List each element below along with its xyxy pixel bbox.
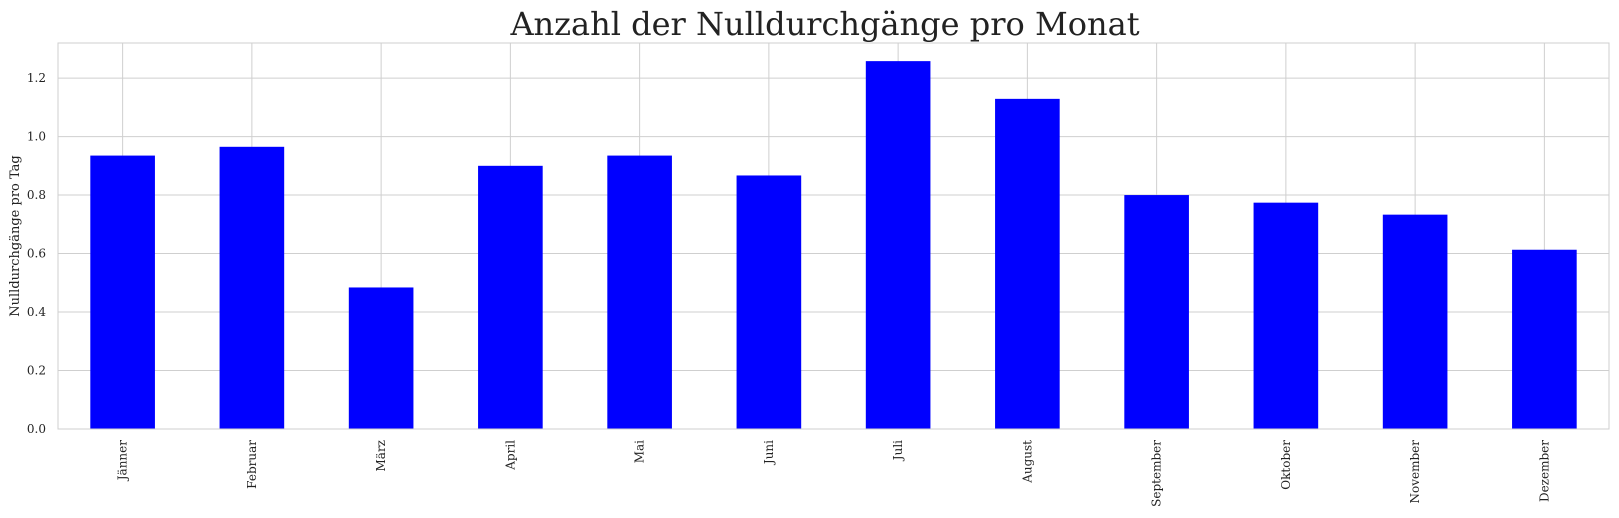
y-tick-label: 0.8 (27, 188, 46, 202)
x-tick-label: Juli (891, 440, 905, 462)
x-tick-label: Jänner (116, 440, 130, 483)
grid-layer (58, 43, 1609, 430)
y-tick-label: 0.4 (27, 305, 46, 319)
bar-7 (995, 98, 1060, 429)
bar-4 (607, 155, 672, 430)
bar-6 (865, 61, 931, 429)
y-tick-label: 1.2 (27, 71, 46, 85)
bar-1 (219, 146, 285, 429)
x-tick-layer: Jänner Februar März April Mai Juni Juli August S… (116, 440, 1552, 507)
chart-title: Anzahl der Nulldurchgänge pro Monat (509, 5, 1139, 43)
x-tick-label: März (374, 440, 388, 472)
bar-layer (90, 61, 1577, 430)
bar-8 (1124, 195, 1189, 429)
y-tick-label: 1.0 (27, 130, 46, 144)
bar-3 (478, 165, 543, 429)
y-tick-label: 0.6 (27, 247, 46, 261)
bar-9 (1253, 202, 1319, 429)
x-tick-label: Februar (245, 440, 259, 489)
bar-11 (1512, 249, 1577, 429)
plot-frame (57, 42, 1610, 430)
x-tick-label: August (1020, 440, 1034, 484)
bar-0 (90, 155, 155, 430)
y-tick-label: 0.0 (27, 422, 46, 436)
y-tick-layer: 0.0 0.2 0.4 0.6 0.8 1.0 1.2 (27, 71, 46, 436)
x-tick-label: Juni (762, 440, 776, 466)
y-axis-label: Nulldurchgänge pro Tag (8, 155, 23, 316)
x-tick-label: Mai (633, 440, 647, 463)
x-tick-label: April (503, 440, 517, 471)
bar-2 (348, 287, 414, 429)
bar-10 (1382, 214, 1448, 429)
bar-5 (736, 175, 802, 429)
y-tick-label: 0.2 (27, 364, 46, 378)
x-tick-label: Dezember (1537, 440, 1551, 502)
x-tick-label: November (1408, 440, 1422, 504)
x-tick-label: Oktober (1279, 440, 1293, 490)
x-tick-label: September (1150, 440, 1164, 507)
